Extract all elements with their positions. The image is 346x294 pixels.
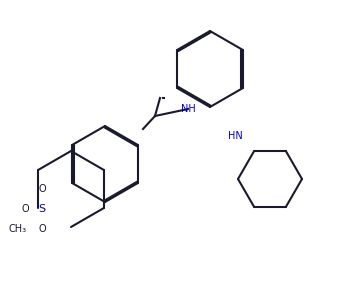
Text: S: S xyxy=(38,204,46,214)
Text: O: O xyxy=(38,224,46,234)
Text: O: O xyxy=(38,184,46,194)
Text: NH: NH xyxy=(181,104,195,114)
Text: HN: HN xyxy=(228,131,243,141)
Text: O: O xyxy=(21,204,29,214)
Text: CH₃: CH₃ xyxy=(9,224,27,234)
